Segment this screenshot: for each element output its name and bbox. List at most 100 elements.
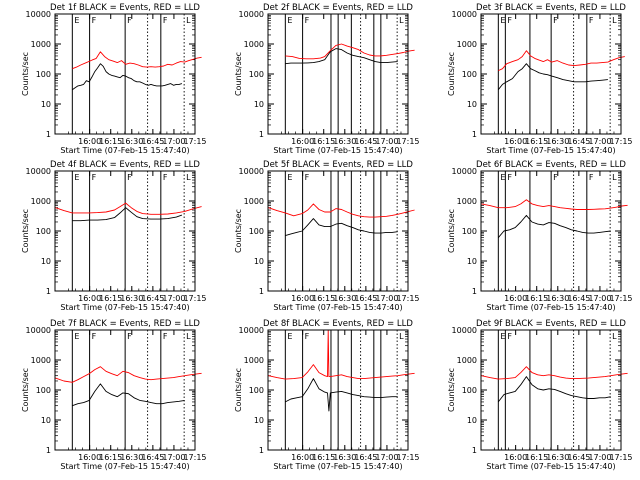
y-tick-label: 10 xyxy=(41,416,51,425)
x-tick-label: 17:00 xyxy=(162,137,185,146)
event-marker-label: F xyxy=(163,332,168,341)
y-tick-label: 1000 xyxy=(244,197,264,206)
event-marker-label: F xyxy=(92,332,97,341)
y-tick-label: 1000 xyxy=(244,356,264,365)
events-series-line xyxy=(285,378,398,412)
y-tick-label: 100 xyxy=(249,70,264,79)
x-tick-label: 17:00 xyxy=(375,137,398,146)
y-axis-label: Counts/sec xyxy=(447,52,456,96)
y-axis-label: Counts/sec xyxy=(21,209,30,253)
event-marker-label: E xyxy=(74,173,79,182)
y-tick-label: 1 xyxy=(46,446,51,455)
x-tick-label: 17:15 xyxy=(396,294,419,303)
y-tick-label: 10 xyxy=(467,100,477,109)
x-tick-label: 16:30 xyxy=(546,137,569,146)
event-marker-label: E xyxy=(287,173,292,182)
x-tick-label: 16:15 xyxy=(99,137,122,146)
y-axis-label: Counts/sec xyxy=(21,52,30,96)
x-tick-label: 17:00 xyxy=(375,294,398,303)
x-tick-label: 16:15 xyxy=(99,453,122,462)
event-marker-label: F xyxy=(507,332,512,341)
y-tick-label: 1000 xyxy=(457,356,477,365)
plot-frame xyxy=(267,170,409,292)
x-tick-label: 17:15 xyxy=(183,453,206,462)
event-marker-label: L xyxy=(186,332,191,341)
y-tick-label: 10 xyxy=(254,100,264,109)
y-tick-label: 100 xyxy=(462,70,477,79)
y-tick-label: 10000 xyxy=(452,167,477,176)
event-marker-label: L xyxy=(399,16,404,25)
x-tick-label: 16:45 xyxy=(141,137,164,146)
events-series-line xyxy=(285,218,398,237)
event-marker-label: F xyxy=(553,16,558,25)
event-marker-label: F xyxy=(127,16,132,25)
x-tick-label: 16:30 xyxy=(546,453,569,462)
y-tick-label: 100 xyxy=(36,70,51,79)
x-axis-label: Start Time (07-Feb-15 15:47:40) xyxy=(273,146,402,155)
y-tick-label: 1 xyxy=(472,130,477,139)
y-tick-label: 10 xyxy=(41,100,51,109)
lld-series-line xyxy=(72,51,202,70)
x-axis-label: Start Time (07-Feb-15 15:47:40) xyxy=(273,462,402,471)
x-tick-label: 16:30 xyxy=(120,453,143,462)
event-marker-label: F xyxy=(163,16,168,25)
y-axis-label: Counts/sec xyxy=(234,209,243,253)
y-tick-label: 10000 xyxy=(452,326,477,335)
event-marker-label: F xyxy=(305,16,310,25)
y-tick-label: 1000 xyxy=(244,40,264,49)
x-tick-label: 16:00 xyxy=(504,294,527,303)
event-marker-label: E xyxy=(500,16,505,25)
y-axis-label: Counts/sec xyxy=(21,368,30,412)
y-axis-label: Counts/sec xyxy=(234,368,243,412)
detector-panel: Det 2f BLACK = Events, RED = LLD 1 10 100 10… xyxy=(234,3,420,155)
panel-title: Det 5f BLACK = Events, RED = LLD xyxy=(263,160,413,170)
x-tick-label: 16:30 xyxy=(120,137,143,146)
x-tick-label: 16:45 xyxy=(354,137,377,146)
x-tick-label: 16:15 xyxy=(312,453,335,462)
x-tick-label: 16:15 xyxy=(312,137,335,146)
detector-panel: Det 3f BLACK = Events, RED = LLD 1 10 100 10… xyxy=(447,3,633,155)
event-marker-label: E xyxy=(74,332,79,341)
x-axis-label: Start Time (07-Feb-15 15:47:40) xyxy=(273,303,402,312)
event-marker-label: L xyxy=(186,173,191,182)
x-tick-label: 16:00 xyxy=(78,137,101,146)
event-marker-label: E xyxy=(500,332,505,341)
y-tick-label: 10000 xyxy=(239,167,264,176)
event-marker-label: F xyxy=(589,173,594,182)
x-axis-label: Start Time (07-Feb-15 15:47:40) xyxy=(60,303,189,312)
x-tick-label: 17:15 xyxy=(183,137,206,146)
y-tick-label: 100 xyxy=(249,227,264,236)
x-axis-label: Start Time (07-Feb-15 15:47:40) xyxy=(486,303,615,312)
events-series-line xyxy=(497,214,611,238)
y-tick-label: 10 xyxy=(467,257,477,266)
x-tick-label: 17:00 xyxy=(588,294,611,303)
panel-title: Det 3f BLACK = Events, RED = LLD xyxy=(476,3,626,13)
y-tick-label: 1 xyxy=(259,287,264,296)
lld-series-line xyxy=(268,329,415,380)
y-tick-label: 100 xyxy=(249,386,264,395)
event-marker-label: F xyxy=(163,173,168,182)
x-axis-label: Start Time (07-Feb-15 15:47:40) xyxy=(486,462,615,471)
event-marker-label: F xyxy=(92,16,97,25)
y-tick-label: 10 xyxy=(254,416,264,425)
x-tick-label: 17:00 xyxy=(162,294,185,303)
panel-title: Det 7f BLACK = Events, RED = LLD xyxy=(50,319,200,329)
x-tick-label: 16:30 xyxy=(333,453,356,462)
x-tick-label: 17:15 xyxy=(609,137,632,146)
x-tick-label: 17:15 xyxy=(609,294,632,303)
events-series-line xyxy=(497,376,611,403)
x-tick-label: 16:30 xyxy=(333,137,356,146)
events-series-line xyxy=(285,48,398,65)
x-tick-label: 16:15 xyxy=(525,294,548,303)
x-tick-label: 16:15 xyxy=(525,453,548,462)
x-tick-label: 17:15 xyxy=(396,137,419,146)
event-marker-label: L xyxy=(399,332,404,341)
event-marker-label: L xyxy=(399,173,404,182)
y-tick-label: 1 xyxy=(46,130,51,139)
x-tick-label: 16:30 xyxy=(120,294,143,303)
panel-title: Det 4f BLACK = Events, RED = LLD xyxy=(50,160,200,170)
x-tick-label: 16:00 xyxy=(78,453,101,462)
x-tick-label: 16:45 xyxy=(354,453,377,462)
y-tick-label: 1000 xyxy=(457,40,477,49)
event-marker-label: L xyxy=(612,16,617,25)
